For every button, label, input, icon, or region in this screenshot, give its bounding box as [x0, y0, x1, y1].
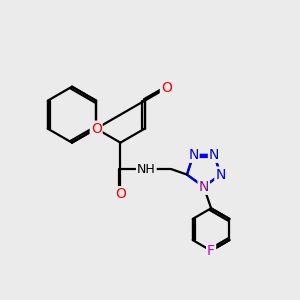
Text: NH: NH [137, 163, 156, 176]
Text: N: N [215, 168, 226, 182]
Text: F: F [207, 244, 215, 258]
Text: O: O [161, 81, 172, 95]
Text: N: N [209, 148, 219, 162]
Text: O: O [115, 187, 126, 201]
Text: N: N [188, 148, 199, 162]
Text: N: N [199, 180, 209, 194]
Text: O: O [91, 122, 102, 136]
